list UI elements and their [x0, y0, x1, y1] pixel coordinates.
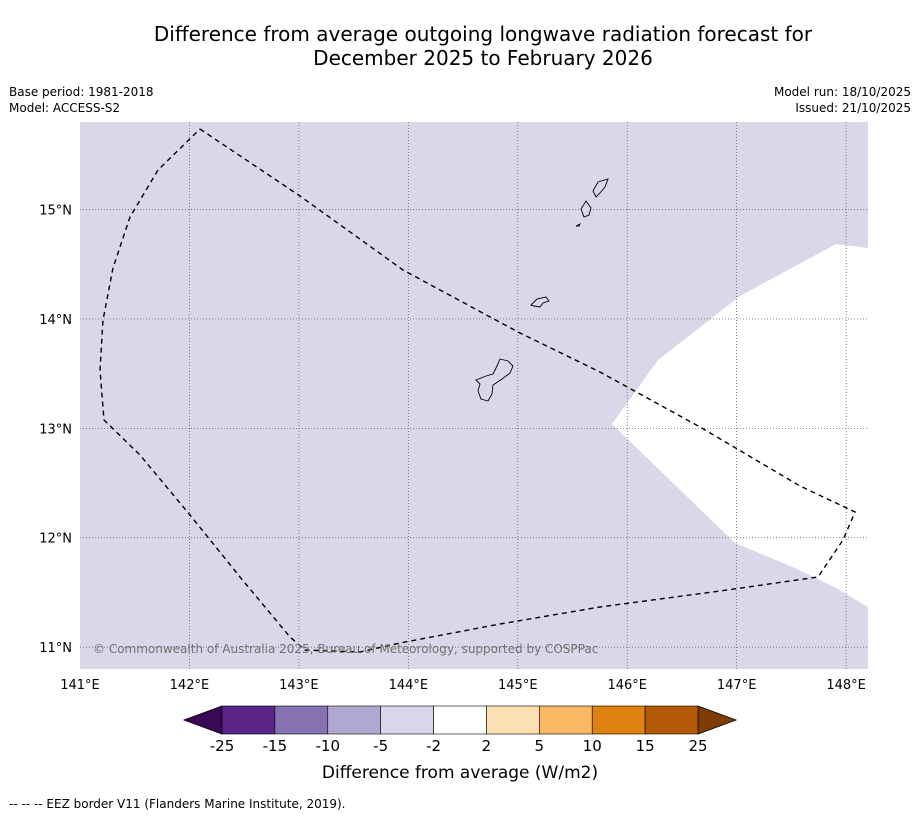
- axis-labels: 141°E 142°E 143°E 144°E 145°E 146°E 147°E 148°E…: [39, 204, 866, 693]
- colorbar-tick-label: 5: [535, 737, 545, 755]
- base-period: Base period: 1981-2018: [9, 85, 154, 99]
- lat-tick-label: 13°N: [39, 422, 72, 437]
- lon-tick-label: 144°E: [389, 678, 429, 693]
- lon-tick-label: 148°E: [826, 678, 866, 693]
- colorbar-extend-high: [697, 705, 738, 735]
- colorbar-tick-label: 2: [482, 737, 492, 755]
- colorbar-segment: [274, 705, 329, 735]
- colorbar-tick-label: 15: [636, 737, 655, 755]
- eez-border: [99, 128, 856, 653]
- lat-tick-label: 14°N: [39, 313, 72, 328]
- rota-island: [530, 296, 550, 308]
- lon-tick-label: 142°E: [170, 678, 210, 693]
- guam-island: [475, 358, 514, 402]
- lon-tick-label: 145°E: [498, 678, 538, 693]
- colorbar-extend-low: [182, 705, 223, 735]
- lat-tick-label: 12°N: [39, 532, 72, 547]
- lon-tick-label: 141°E: [60, 678, 100, 693]
- copyright-notice: © Commonwealth of Australia 2025, Bureau…: [93, 642, 598, 656]
- lat-tick-label: 11°N: [39, 641, 72, 656]
- lon-tick-label: 143°E: [279, 678, 319, 693]
- model-run: Model run: 18/10/2025: [773, 85, 911, 99]
- colorbar-tick-label: -10: [316, 737, 341, 755]
- lat-tick-label: 15°N: [39, 204, 72, 219]
- gridlines: [80, 122, 868, 669]
- chart-title: Difference from average outgoing longwav…: [0, 22, 919, 70]
- saipan-island: [592, 178, 609, 198]
- colorbar-tick-label: -25: [210, 737, 235, 755]
- colorbar: -25 -15 -10 -5 -2 2 5 10 15 25: [182, 705, 738, 755]
- title-line-2: December 2025 to February 2026: [313, 46, 653, 70]
- islands: [475, 178, 609, 402]
- lon-tick-label: 147°E: [717, 678, 757, 693]
- title-line-1: Difference from average outgoing longwav…: [153, 22, 813, 46]
- colorbar-tick-label: -5: [373, 737, 388, 755]
- colorbar-segment: [591, 705, 646, 735]
- colorbar-tick-label: 10: [583, 737, 602, 755]
- colorbar-segment: [644, 705, 699, 735]
- colorbar-label: Difference from average (W/m2): [322, 763, 598, 783]
- colorbar-segment: [539, 705, 593, 735]
- colorbar-segment: [486, 705, 540, 735]
- tinian-island: [580, 200, 592, 218]
- colorbar-segment: [433, 705, 487, 735]
- colorbar-segment: [327, 705, 381, 735]
- colorbar-segment: [380, 705, 434, 735]
- issued-date: Issued: 21/10/2025: [795, 101, 911, 115]
- meta-right: Model run: 18/10/2025 Issued: 21/10/2025: [774, 84, 911, 116]
- neutral-anomaly-region: [612, 244, 868, 607]
- colorbar-tick-label: -2: [426, 737, 441, 755]
- colorbar-tick-label: -15: [263, 737, 288, 755]
- colorbar-segment: [221, 705, 276, 735]
- model-name: Model: ACCESS-S2: [9, 101, 121, 115]
- eez-footnote: -- -- -- EEZ border V11 (Flanders Marine…: [9, 797, 346, 811]
- meta-left: Base period: 1981-2018 Model: ACCESS-S2: [9, 84, 154, 116]
- aguijan-island: [575, 222, 582, 227]
- colorbar-tick-label: 25: [688, 737, 707, 755]
- lon-tick-label: 146°E: [607, 678, 647, 693]
- map-panel: © Commonwealth of Australia 2025, Bureau…: [80, 122, 868, 669]
